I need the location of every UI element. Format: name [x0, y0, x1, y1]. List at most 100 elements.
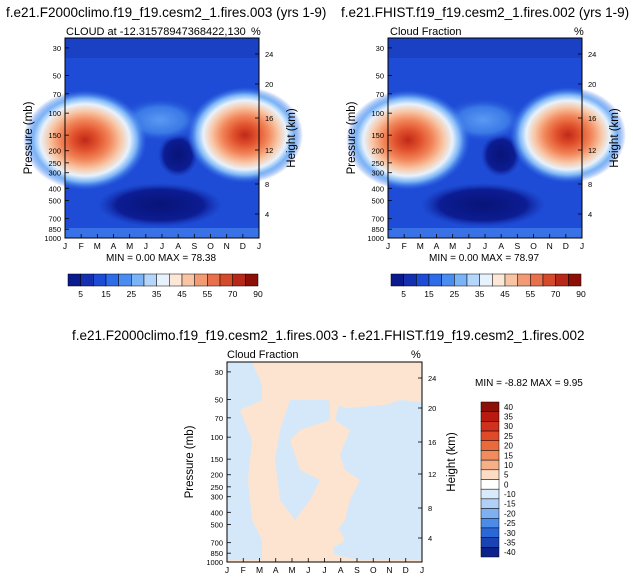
y-right-tick-label: 12: [588, 146, 596, 155]
y-tick-label: 250: [210, 483, 223, 492]
x-tick-label: M: [417, 241, 424, 251]
colorbar-label: 55: [203, 289, 213, 299]
colorbar-swatch: [245, 273, 259, 287]
colorbar-label: 20: [504, 442, 513, 451]
colorbar-label: 55: [526, 289, 536, 299]
colorbar-swatch: [390, 273, 404, 287]
y-tick-label: 500: [371, 196, 384, 205]
colorbar-swatch: [416, 273, 430, 287]
x-tick-label: J: [257, 241, 261, 251]
colorbar-swatch: [542, 273, 556, 287]
colorbar-swatch: [67, 273, 81, 287]
colorbar-label: 15: [424, 289, 434, 299]
plot-area: [23, 37, 303, 239]
y-tick-label: 850: [48, 225, 61, 234]
colorbar-label: -20: [504, 509, 516, 518]
colorbar-swatch: [480, 508, 500, 519]
colorbar-swatch: [480, 450, 500, 461]
y-axis-right-label: Height (km): [286, 108, 298, 168]
colorbar-swatch: [480, 430, 500, 441]
y-tick-label: 50: [53, 72, 61, 81]
x-tick-label: J: [420, 565, 424, 575]
colorbar-label: -15: [504, 500, 516, 509]
colorbar-swatch: [80, 273, 94, 287]
y-tick-label: 150: [371, 131, 384, 140]
y-tick-label: 1000: [206, 558, 223, 567]
colorbar: 5 15 25 35 45 55 70 90: [390, 273, 586, 299]
colorbar-swatch: [555, 273, 569, 287]
y-tick-label: 250: [48, 159, 61, 168]
x-tick-label: D: [563, 241, 569, 251]
panel-units: %: [411, 349, 421, 361]
colorbar-swatch: [568, 273, 582, 287]
colorbar-swatch: [403, 273, 417, 287]
colorbar-swatch: [504, 273, 518, 287]
y-axis-right-label: Height (km): [609, 108, 621, 168]
y-tick-label: 70: [215, 414, 223, 423]
colorbar-label: 15: [101, 289, 111, 299]
y-tick-label: 850: [371, 225, 384, 234]
colorbar-swatch: [517, 273, 531, 287]
y-tick-label: 150: [210, 455, 223, 464]
colorbar-swatch: [169, 273, 183, 287]
x-tick-label: J: [63, 241, 67, 251]
y-tick-label: 300: [48, 169, 61, 178]
x-tick-label: J: [386, 241, 390, 251]
colorbar-label: 5: [401, 289, 406, 299]
x-tick-label: A: [498, 241, 504, 251]
colorbar-label: -10: [504, 490, 516, 499]
x-tick-label: M: [126, 241, 133, 251]
colorbar-label: 45: [500, 289, 510, 299]
x-tick-label: S: [354, 565, 360, 575]
x-tick-label: J: [225, 565, 229, 575]
x-tick-label: O: [530, 241, 537, 251]
y-right-tick-label: 8: [265, 180, 269, 189]
y-axis-label: Pressure (mb): [184, 425, 196, 498]
colorbar-label: 35: [475, 289, 485, 299]
panel-title: f.e21.FHIST.f19_f19.cesm2_1.fires.002 (y…: [341, 5, 629, 20]
x-tick-label: A: [338, 565, 344, 575]
colorbar-label: 25: [504, 432, 513, 441]
x-tick-label: M: [94, 241, 101, 251]
colorbar-swatch: [480, 469, 500, 480]
y-tick-label: 100: [210, 433, 223, 442]
y-right-tick-label: 8: [588, 180, 592, 189]
y-right-tick-label: 20: [588, 80, 596, 89]
x-tick-label: D: [403, 565, 409, 575]
y-tick-label: 70: [376, 90, 384, 99]
colorbar-label: 70: [551, 289, 561, 299]
y-tick-label: 50: [215, 396, 223, 405]
colorbar-swatch: [480, 498, 500, 509]
panel-title: f.e21.F2000climo.f19_f19.cesm2_1.fires.0…: [6, 5, 326, 20]
x-tick-label: A: [273, 565, 279, 575]
colorbar-swatch: [466, 273, 480, 287]
y-axis-label: Pressure (mb): [23, 101, 35, 174]
y-tick-label: 500: [210, 520, 223, 529]
x-tick-label: N: [547, 241, 553, 251]
colorbar-label: 35: [504, 413, 513, 422]
axes: J F M A M J J A S O N D J305070100150200250300400500…: [206, 368, 436, 575]
x-tick-label: N: [224, 241, 230, 251]
plot-area: [226, 361, 423, 563]
y-tick-label: 100: [48, 109, 61, 118]
x-tick-label: J: [160, 241, 164, 251]
y-tick-label: 200: [210, 471, 223, 480]
colorbar-label: 30: [504, 422, 513, 431]
panel-subtitle: Cloud Fraction: [390, 26, 462, 38]
colorbar-swatch: [480, 518, 500, 529]
y-tick-label: 700: [48, 215, 61, 224]
plot-area: [346, 37, 626, 239]
colorbar-swatch: [194, 273, 208, 287]
y-right-tick-label: 4: [588, 210, 592, 219]
y-tick-label: 700: [210, 539, 223, 548]
y-right-tick-label: 4: [428, 534, 432, 543]
colorbar-swatch: [480, 537, 500, 548]
x-tick-label: O: [207, 241, 214, 251]
y-right-tick-label: 4: [265, 210, 269, 219]
colorbar-swatch: [480, 547, 500, 558]
colorbar-label: 25: [127, 289, 137, 299]
panel-units: %: [574, 26, 584, 38]
y-tick-label: 70: [53, 90, 61, 99]
x-tick-label: F: [241, 565, 246, 575]
panel-control: f.e21.F2000climo.f19_f19.cesm2_1.fires.0…: [6, 5, 326, 299]
